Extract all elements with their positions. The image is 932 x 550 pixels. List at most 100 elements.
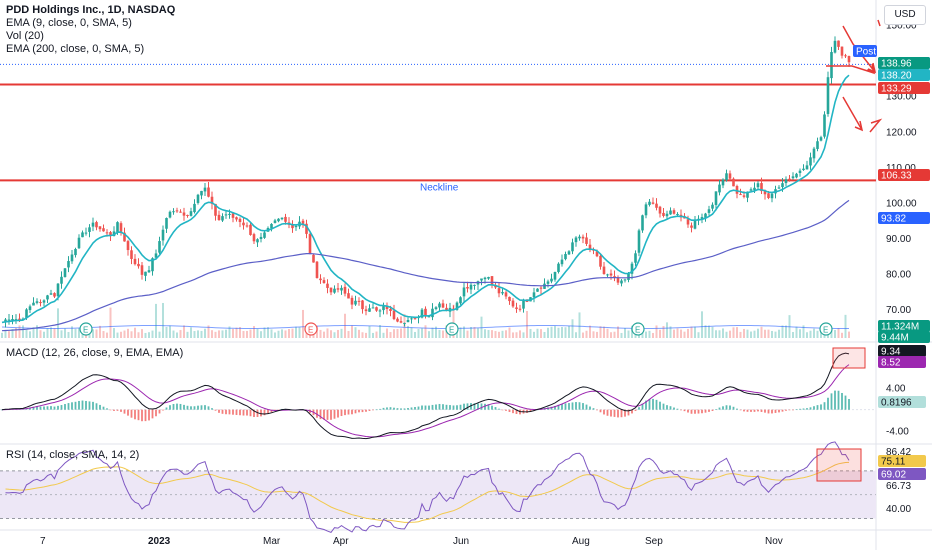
candle-body[interactable] — [172, 211, 175, 213]
candle-body[interactable] — [637, 230, 641, 253]
candle-body[interactable] — [711, 204, 714, 209]
candle-body[interactable] — [420, 309, 424, 318]
candle-body[interactable] — [137, 263, 140, 267]
candle-body[interactable] — [487, 276, 490, 279]
candle-body[interactable] — [385, 305, 389, 310]
candle-body[interactable] — [497, 288, 501, 294]
candle-body[interactable] — [305, 223, 308, 234]
candle-body[interactable] — [291, 224, 294, 229]
candle-body[interactable] — [231, 213, 235, 218]
candle-body[interactable] — [791, 176, 795, 179]
candle-body[interactable] — [354, 300, 357, 305]
candle-body[interactable] — [707, 209, 711, 213]
candle-body[interactable] — [655, 203, 658, 208]
candle-body[interactable] — [14, 319, 18, 321]
earnings-marker[interactable] — [304, 322, 318, 336]
annotation-arrow[interactable] — [842, 96, 863, 131]
candle-body[interactable] — [466, 286, 469, 289]
candle-body[interactable] — [574, 237, 578, 243]
candle-body[interactable] — [427, 316, 431, 318]
candle-body[interactable] — [455, 302, 459, 310]
macd-legend[interactable]: MACD (12, 26, close, 9, EMA, EMA) — [6, 347, 184, 359]
candle-body[interactable] — [805, 165, 809, 170]
candle-body[interactable] — [826, 77, 830, 114]
candle-body[interactable] — [581, 236, 585, 239]
candle-body[interactable] — [819, 137, 823, 141]
candle-body[interactable] — [245, 225, 249, 227]
candle-body[interactable] — [739, 194, 742, 196]
candle-body[interactable] — [49, 293, 53, 295]
candle-body[interactable] — [357, 300, 361, 302]
candle-body[interactable] — [410, 318, 413, 320]
candle-body[interactable] — [550, 278, 553, 282]
candle-body[interactable] — [840, 46, 844, 56]
candle-body[interactable] — [112, 231, 116, 237]
candle-body[interactable] — [88, 227, 91, 232]
candle-body[interactable] — [182, 212, 186, 216]
candle-body[interactable] — [837, 40, 840, 47]
candle-body[interactable] — [704, 213, 707, 218]
candle-body[interactable] — [480, 278, 483, 281]
candle-body[interactable] — [340, 287, 343, 291]
candle-body[interactable] — [249, 224, 252, 235]
candle-body[interactable] — [767, 193, 770, 199]
candle-body[interactable] — [700, 217, 704, 220]
candle-body[interactable] — [63, 268, 67, 277]
candle-body[interactable] — [525, 301, 529, 303]
candle-body[interactable] — [623, 279, 627, 281]
macd-signal-line[interactable] — [1, 364, 850, 438]
candle-body[interactable] — [343, 286, 347, 294]
candle-body[interactable] — [396, 318, 399, 322]
candle-body[interactable] — [490, 276, 494, 285]
candle-body[interactable] — [126, 241, 130, 251]
candle-body[interactable] — [651, 202, 655, 204]
candle-body[interactable] — [686, 219, 690, 225]
candle-body[interactable] — [763, 190, 767, 195]
rsi-ma-line[interactable] — [5, 461, 850, 523]
candle-body[interactable] — [613, 276, 616, 278]
candle-body[interactable] — [473, 284, 476, 286]
candle-body[interactable] — [469, 284, 473, 290]
candle-body[interactable] — [336, 288, 340, 290]
earnings-marker[interactable] — [445, 322, 459, 336]
candle-body[interactable] — [196, 194, 200, 203]
candle-body[interactable] — [294, 225, 298, 228]
candle-body[interactable] — [399, 321, 403, 323]
candle-body[interactable] — [123, 232, 126, 242]
candle-body[interactable] — [368, 308, 371, 312]
candle-body[interactable] — [179, 211, 182, 213]
candle-body[interactable] — [60, 276, 63, 284]
candle-body[interactable] — [781, 183, 784, 187]
candle-body[interactable] — [319, 278, 322, 281]
candle-body[interactable] — [315, 261, 319, 278]
candle-body[interactable] — [539, 287, 543, 289]
candle-body[interactable] — [242, 222, 245, 226]
candle-body[interactable] — [91, 222, 95, 227]
candle-body[interactable] — [11, 319, 14, 321]
candle-body[interactable] — [445, 307, 448, 311]
candle-body[interactable] — [672, 210, 676, 214]
candle-body[interactable] — [207, 187, 210, 197]
candle-body[interactable] — [140, 265, 144, 275]
candle-body[interactable] — [392, 310, 396, 320]
candle-body[interactable] — [676, 214, 679, 216]
candle-body[interactable] — [228, 213, 231, 215]
candle-body[interactable] — [756, 183, 760, 188]
candle-body[interactable] — [151, 258, 154, 272]
candle-body[interactable] — [809, 157, 812, 166]
candle-body[interactable] — [4, 319, 7, 322]
candle-body[interactable] — [630, 263, 634, 274]
candle-body[interactable] — [95, 222, 98, 228]
candle-body[interactable] — [784, 179, 788, 184]
candle-body[interactable] — [7, 319, 11, 321]
candle-body[interactable] — [413, 318, 417, 320]
candle-body[interactable] — [224, 214, 228, 216]
candle-body[interactable] — [441, 303, 445, 308]
candle-body[interactable] — [84, 232, 88, 234]
candle-body[interactable] — [154, 253, 158, 258]
candle-body[interactable] — [714, 191, 718, 205]
candle-body[interactable] — [200, 190, 203, 196]
candle-body[interactable] — [816, 141, 819, 149]
candle-body[interactable] — [746, 191, 749, 198]
